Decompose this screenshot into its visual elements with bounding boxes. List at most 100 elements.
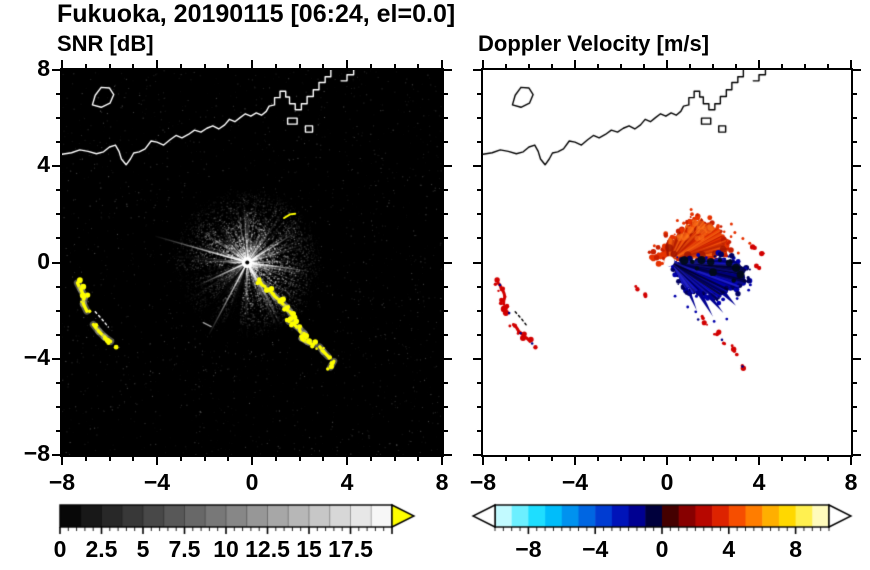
axis-tick [56, 189, 60, 192]
axis-tick [482, 457, 484, 465]
axis-tick [597, 457, 599, 461]
axis-tick [853, 69, 861, 71]
axis-tick [56, 333, 60, 336]
axis-tick [444, 117, 448, 120]
axis-tick [853, 381, 857, 384]
axis-tick [643, 457, 645, 461]
axis-tick [735, 64, 737, 68]
axis-tick [274, 457, 277, 461]
x-tick-label: 0 [660, 469, 674, 495]
axis-tick [203, 457, 206, 461]
axis-tick [444, 213, 448, 216]
velocity-panel [481, 68, 853, 457]
axis-tick [477, 381, 481, 384]
axis-tick [574, 60, 576, 68]
x-tick-label: 0 [245, 469, 259, 495]
axis-tick [251, 60, 253, 68]
axis-tick [346, 60, 348, 68]
axis-tick [84, 64, 87, 68]
axis-tick [781, 64, 783, 68]
axis-tick [52, 357, 60, 360]
axis-tick [827, 457, 829, 461]
axis-tick [444, 189, 448, 192]
x-tick-label: 8 [435, 469, 449, 495]
axis-tick [477, 237, 481, 240]
axis-tick [61, 457, 63, 465]
axis-tick [666, 60, 668, 68]
axis-tick [56, 93, 60, 96]
axis-tick [551, 64, 553, 68]
axis-tick [735, 457, 737, 461]
velocity-colorbar [471, 503, 855, 537]
axis-tick [346, 457, 348, 465]
axis-tick [84, 457, 87, 461]
axis-tick [251, 457, 253, 465]
axis-tick [444, 93, 448, 96]
axis-tick [52, 261, 60, 264]
axis-tick [417, 457, 420, 461]
axis-tick [850, 60, 852, 68]
snr-colorbar-label: 10 [213, 536, 239, 562]
axis-tick [156, 457, 158, 465]
axis-tick [666, 457, 668, 465]
axis-tick [444, 405, 448, 408]
velocity-colorbar-label: −8 [515, 536, 542, 562]
axis-tick [758, 60, 760, 68]
axis-tick [804, 64, 806, 68]
x-tick-label: −4 [143, 469, 171, 495]
axis-tick [52, 454, 60, 456]
axis-tick [56, 309, 60, 312]
figure-title: Fukuoka, 20190115 [06:24, el=0.0] [57, 0, 456, 28]
axis-tick [179, 457, 182, 461]
axis-tick [56, 141, 60, 144]
snr-panel-title: SNR [dB] [57, 31, 154, 56]
axis-tick [56, 213, 60, 216]
axis-tick [298, 64, 301, 68]
axis-tick [56, 405, 60, 408]
axis-tick [853, 333, 857, 336]
velocity-colorbar-label: −4 [582, 536, 609, 562]
axis-tick [853, 117, 857, 120]
axis-tick [482, 60, 484, 68]
axis-tick [574, 457, 576, 465]
axis-tick [444, 381, 448, 384]
axis-tick [393, 64, 396, 68]
x-tick-label: 4 [752, 469, 766, 495]
axis-tick [804, 457, 806, 461]
axis-tick [227, 457, 230, 461]
axis-tick [712, 64, 714, 68]
axis-tick [853, 189, 857, 192]
axis-tick [369, 64, 372, 68]
axis-tick [853, 454, 861, 456]
axis-tick [444, 333, 448, 336]
axis-tick [477, 285, 481, 288]
axis-tick [643, 64, 645, 68]
axis-tick [853, 165, 861, 168]
axis-tick [528, 64, 530, 68]
axis-tick [298, 457, 301, 461]
snr-panel [60, 68, 444, 457]
axis-tick [417, 64, 420, 68]
axis-tick [441, 457, 443, 465]
axis-tick [477, 189, 481, 192]
axis-tick [369, 457, 372, 461]
snr-colorbar-label: 5 [136, 536, 150, 562]
x-tick-label: −4 [561, 469, 589, 495]
axis-tick [712, 457, 714, 461]
axis-tick [477, 333, 481, 336]
snr-colorbar-label: 2.5 [85, 536, 118, 562]
axis-tick [850, 457, 852, 465]
axis-tick [444, 309, 448, 312]
axis-tick [132, 457, 135, 461]
axis-tick [441, 60, 443, 68]
axis-tick [444, 261, 452, 264]
axis-tick [56, 117, 60, 120]
axis-tick [853, 93, 857, 96]
axis-tick [322, 64, 325, 68]
axis-tick [827, 64, 829, 68]
axis-tick [108, 457, 111, 461]
axis-tick [477, 117, 481, 120]
axis-tick [56, 429, 60, 432]
axis-tick [473, 69, 481, 71]
